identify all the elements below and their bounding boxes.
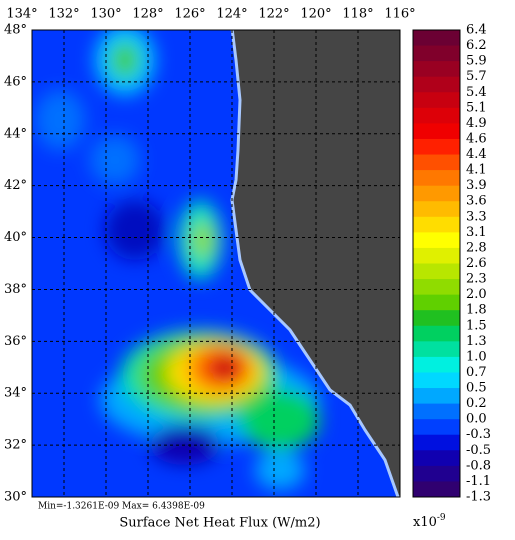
longitude-label: 118° [342, 7, 373, 22]
colorbar-segment [413, 279, 460, 296]
latitude-label: 30° [4, 490, 27, 505]
colorbar-segment [413, 419, 460, 436]
colorbar-label: 3.6 [466, 194, 487, 209]
colorbar-label: 1.5 [466, 318, 487, 333]
colorbar-label: 5.7 [466, 69, 487, 84]
colorbar-segment [413, 107, 460, 124]
colorbar-frame [412, 29, 461, 498]
colorbar-segment [413, 372, 460, 389]
colorbar-segment [413, 403, 460, 420]
colorbar-segment [413, 76, 460, 93]
colorbar-label: -0.5 [466, 443, 491, 458]
colorbar-segment [413, 45, 460, 62]
latitude-label: 40° [4, 230, 27, 245]
colorbar: 6.46.25.95.75.45.14.94.64.44.13.93.63.33… [412, 23, 491, 505]
latitude-label: 48° [4, 23, 27, 38]
colorbar-segment [413, 450, 460, 467]
colorbar-segment [413, 388, 460, 405]
grid [32, 30, 400, 497]
colorbar-label: 6.4 [466, 23, 487, 38]
colorbar-segment [413, 247, 460, 264]
colorbar-segment [413, 123, 460, 140]
colorbar-segment [413, 263, 460, 280]
colorbar-segment [413, 481, 460, 498]
colorbar-segment [413, 341, 460, 358]
colorbar-segment [413, 61, 460, 78]
colorbar-label: 3.1 [466, 225, 487, 240]
map-frame [31, 29, 401, 498]
colorbar-label: -1.3 [466, 490, 491, 505]
colorbar-label: 3.3 [466, 209, 487, 224]
colorbar-label: 1.0 [466, 349, 487, 364]
colorbar-label: 2.8 [466, 240, 487, 255]
latitude-label: 34° [4, 386, 27, 401]
colorbar-label: 4.1 [466, 163, 487, 178]
field [32, 30, 400, 497]
colorbar-segment [413, 30, 460, 47]
colorbar-label: 5.9 [466, 54, 487, 69]
colorbar-segment [413, 232, 460, 249]
colorbar-segment [413, 310, 460, 327]
latitude-label: 32° [4, 438, 27, 453]
longitude-label: 122° [258, 7, 289, 22]
colorbar-label: -0.3 [466, 427, 491, 442]
colorbar-segment [413, 154, 460, 171]
map-title: Surface Net Heat Flux (W/m2) [119, 516, 320, 531]
colorbar-segment [413, 294, 460, 311]
stats: Min=-1.3261E-09 Max= 6.4398E-09 [38, 502, 205, 512]
colorbar-label: 2.3 [466, 272, 487, 287]
colorbar-segment [413, 356, 460, 373]
colorbar-label: 0.0 [466, 412, 487, 427]
colorbar-label: 5.4 [466, 85, 487, 100]
longitude-label: 124° [216, 7, 247, 22]
colorbar-segment [413, 465, 460, 482]
colorbar-segment [413, 216, 460, 233]
colorbar-label: 0.7 [466, 365, 487, 380]
colorbar-label: 2.6 [466, 256, 487, 271]
colorbar-label: -0.8 [466, 458, 491, 473]
longitude-label: 116° [384, 7, 415, 22]
colorbar-label: 3.9 [466, 178, 487, 193]
latitude-label: 38° [4, 282, 27, 297]
longitude-label: 132° [48, 7, 79, 22]
latitude-label: 42° [4, 178, 27, 193]
colorbar-label: 0.2 [466, 396, 487, 411]
latitude-label: 44° [4, 126, 27, 141]
longitude-label: 130° [90, 7, 121, 22]
colorbar-label: 2.0 [466, 287, 487, 302]
longitude-label: 128° [132, 7, 163, 22]
colorbar-label: -1.1 [466, 474, 491, 489]
colorbar-label: 0.5 [466, 381, 487, 396]
colorbar-segment [413, 92, 460, 109]
longitude-label: 126° [174, 7, 205, 22]
colorbar-segment [413, 170, 460, 187]
colorbar-segment [413, 325, 460, 342]
longitude-label: 134° [6, 7, 37, 22]
colorbar-segment [413, 434, 460, 451]
colorbar-label: 1.8 [466, 303, 487, 318]
colorbar-label: 4.9 [466, 116, 487, 131]
latitude-label: 36° [4, 334, 27, 349]
colorbar-label: 6.2 [466, 38, 487, 53]
colorbar-label: 1.3 [466, 334, 487, 349]
latitude-label: 46° [4, 74, 27, 89]
colorbar-label: 4.4 [466, 147, 487, 162]
colorbar-segment [413, 185, 460, 202]
scale-base: x10 [413, 515, 437, 530]
colorbar-label: 5.1 [466, 100, 487, 115]
scale-exponent: -9 [437, 513, 446, 523]
colorbar-label: 4.6 [466, 131, 487, 146]
colorbar-segment [413, 138, 460, 156]
scale-label: x10-9 [413, 513, 446, 530]
colorbar-segment [413, 201, 460, 218]
longitude-label: 120° [300, 7, 331, 22]
